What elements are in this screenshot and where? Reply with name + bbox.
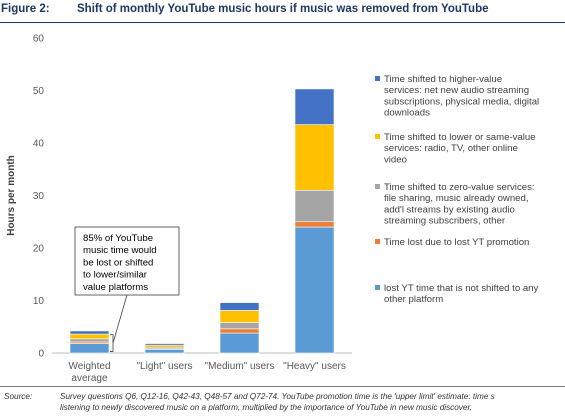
- legend-label: streaming subscribers, other: [384, 216, 506, 227]
- callout-text: value platforms: [83, 282, 148, 293]
- legend-label: Time shifted to lower or same-value: [384, 132, 536, 143]
- bar-segment: [144, 349, 185, 354]
- x-tick-label: Weighted: [68, 361, 110, 372]
- y-tick-label: 20: [33, 244, 45, 255]
- y-axis-title: Hours per month: [6, 155, 17, 236]
- bar-segment: [69, 333, 110, 340]
- callout-box: [74, 226, 180, 296]
- x-tick-label: average: [71, 373, 108, 384]
- figure-label: Figure 2:: [1, 3, 50, 15]
- legend-swatch: [375, 184, 380, 189]
- source-text: Survey questions Q6, Q12-16, Q42-43, Q48…: [60, 392, 563, 413]
- legend-label: downloads: [384, 108, 430, 119]
- callout-text: 85% of YouTube: [83, 233, 153, 244]
- bar-segment: [144, 343, 185, 346]
- legend-label: Time lost due to lost YT promotion: [384, 237, 529, 248]
- legend-label: Time shifted to higher-value: [384, 74, 502, 85]
- legend-label: lost YT time that is not shifted to any: [384, 283, 538, 294]
- bar-segment: [219, 328, 260, 334]
- bar-segment: [219, 332, 260, 354]
- source-line: Survey questions Q6, Q12-16, Q42-43, Q48…: [60, 392, 495, 401]
- bar-segment: [294, 226, 335, 354]
- x-tick-label: "Medium" users: [205, 361, 275, 372]
- bar-segment: [294, 88, 335, 125]
- bar-segment: [69, 338, 110, 343]
- legend-swatch: [375, 76, 380, 81]
- legend-label: Time shifted to zero-value services:: [384, 182, 535, 193]
- stacked-bar-chart: 0 10 20 30 40 50 60 Hours per month Weightedave…: [6, 34, 539, 385]
- bar-segment: [219, 302, 260, 311]
- figure-title: Shift of monthly YouTube music hours if …: [77, 3, 489, 15]
- source-footer: Source: Survey questions Q6, Q12-16, Q42…: [0, 386, 565, 412]
- x-tick-label: "Light" users: [136, 361, 192, 372]
- legend-swatch: [375, 134, 380, 139]
- legend-swatch: [375, 239, 380, 244]
- legend-label: subscriptions, physical media, digital: [384, 96, 539, 107]
- legend-label: services: net new audio streaming: [384, 85, 529, 96]
- y-tick-label: 0: [38, 349, 44, 360]
- legend-label: video: [384, 154, 407, 165]
- bar-segment: [294, 124, 335, 191]
- bar-segment: [294, 189, 335, 223]
- legend-label: file sharing, music already owned,: [384, 193, 529, 204]
- legend-label: services: radio, TV, other online: [384, 143, 518, 154]
- bar-segment: [69, 330, 110, 335]
- legend-label: other platform: [384, 294, 443, 305]
- figure-title-bar: Figure 2: Shift of monthly YouTube music…: [0, 0, 565, 23]
- y-tick-label: 60: [33, 34, 45, 45]
- bar-segment: [219, 322, 260, 330]
- source-line: listening to newly discovered music on a…: [60, 402, 473, 412]
- callout-leader-line: [112, 294, 128, 344]
- bar-segment: [219, 310, 260, 323]
- y-tick-label: 30: [33, 191, 45, 202]
- legend-swatch: [375, 285, 380, 290]
- source-label: Source:: [4, 392, 33, 401]
- y-tick-label: 10: [33, 296, 45, 307]
- x-tick-label: "Heavy" users: [283, 361, 346, 372]
- callout-text: be lost or shifted: [83, 257, 153, 268]
- y-tick-label: 50: [33, 86, 45, 97]
- y-tick-label: 40: [33, 139, 45, 150]
- callout-text: to lower/similar: [83, 270, 148, 281]
- bar-segment: [294, 221, 335, 228]
- callout-text: music time would: [83, 245, 157, 256]
- bar-segment: [144, 344, 185, 348]
- legend-label: add'l streams by existing audio: [384, 204, 515, 215]
- callout-bracket: [110, 334, 114, 352]
- bar-segment: [69, 343, 110, 354]
